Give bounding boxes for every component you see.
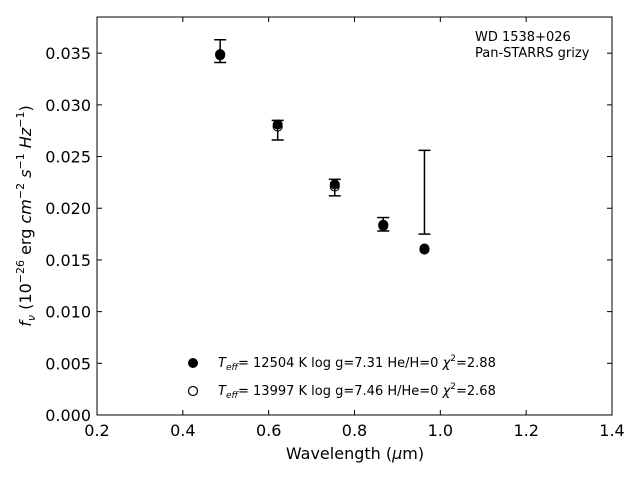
- y-label-exp1a: −1: [14, 153, 27, 169]
- x-tick-label: 0.2: [84, 421, 109, 440]
- y-tick-label: 0.030: [45, 96, 91, 115]
- data-points: [215, 49, 430, 255]
- x-axis-ticks: 0.2 0.4 0.6 0.8 1.0 1.2 1.4: [84, 17, 625, 440]
- legend-entry-2: Teff= 13997 K log g=7.46 H/He=0 χ2=2.68: [218, 382, 496, 401]
- model-point-open: [419, 244, 430, 255]
- model-point-open: [378, 220, 389, 231]
- y-tick-label: 0.000: [45, 406, 91, 425]
- y-axis-ticks: 0.000 0.005 0.010 0.015 0.020 0.025 0.030 0.035: [45, 44, 612, 425]
- x-tick-label: 0.6: [256, 421, 281, 440]
- y-label-hz: Hz: [16, 127, 35, 153]
- y-tick-label: 0.025: [45, 148, 91, 167]
- model-point-open: [329, 181, 340, 192]
- x-label-unit: m): [402, 444, 424, 463]
- x-tick-label: 0.8: [342, 421, 367, 440]
- legend-1-eff: eff: [226, 363, 240, 373]
- y-label-exp2: −2: [14, 183, 27, 199]
- y-label-exp1b: −1: [14, 112, 27, 128]
- legend: Teff= 12504 K log g=7.31 He/H=0 χ2=2.88 …: [187, 354, 496, 401]
- legend-1-chi-val: =2.88: [456, 356, 496, 371]
- y-label-erg: erg: [16, 224, 35, 260]
- model-point-open: [215, 50, 226, 61]
- x-label-mu: μ: [391, 444, 402, 463]
- legend-2-chi-exp: 2: [450, 382, 456, 392]
- annotation-line-1: WD 1538+026: [475, 30, 571, 45]
- y-tick-label: 0.020: [45, 199, 91, 218]
- x-axis-label: Wavelength (μm): [286, 444, 424, 463]
- legend-2-chi: χ: [442, 384, 452, 399]
- model-point-open: [272, 121, 283, 132]
- legend-2-eff: eff: [226, 391, 240, 401]
- x-tick-label: 1.0: [428, 421, 453, 440]
- legend-entry-1: Teff= 12504 K log g=7.31 He/H=0 χ2=2.88: [218, 354, 496, 373]
- y-label-cm: cm: [16, 199, 35, 223]
- y-label-f: f: [16, 319, 35, 327]
- x-tick-label: 1.2: [513, 421, 538, 440]
- y-label-s: s: [16, 170, 35, 183]
- plot-area: [96, 16, 613, 416]
- x-label-main: Wavelength (: [286, 444, 392, 463]
- y-tick-label: 0.015: [45, 251, 91, 270]
- legend-marker-filled: [188, 358, 198, 368]
- annotation-line-2: Pan-STARRS grizy: [475, 46, 590, 61]
- legend-2-text: = 13997 K log g=7.46 H/He=0: [238, 384, 443, 399]
- legend-1-chi: χ: [442, 356, 452, 371]
- legend-2-T: T: [218, 384, 227, 399]
- x-tick-label: 0.4: [170, 421, 195, 440]
- y-label-close: ): [16, 105, 35, 111]
- legend-2-chi-val: =2.68: [456, 384, 496, 399]
- y-label-nu: ν: [25, 315, 38, 321]
- x-tick-label: 1.4: [599, 421, 624, 440]
- y-tick-label: 0.005: [45, 354, 91, 373]
- y-label-exp26: −26: [14, 260, 27, 283]
- y-tick-label: 0.035: [45, 44, 91, 63]
- legend-1-chi-exp: 2: [450, 354, 456, 364]
- legend-1-T: T: [218, 356, 227, 371]
- legend-marker-open: [187, 385, 199, 397]
- y-label-open: (10: [16, 283, 35, 315]
- y-axis-label: fν (10−26 erg cm−2 s−1 Hz−1): [14, 105, 38, 326]
- legend-1-text: = 12504 K log g=7.31 He/H=0: [238, 356, 443, 371]
- y-tick-label: 0.010: [45, 303, 91, 322]
